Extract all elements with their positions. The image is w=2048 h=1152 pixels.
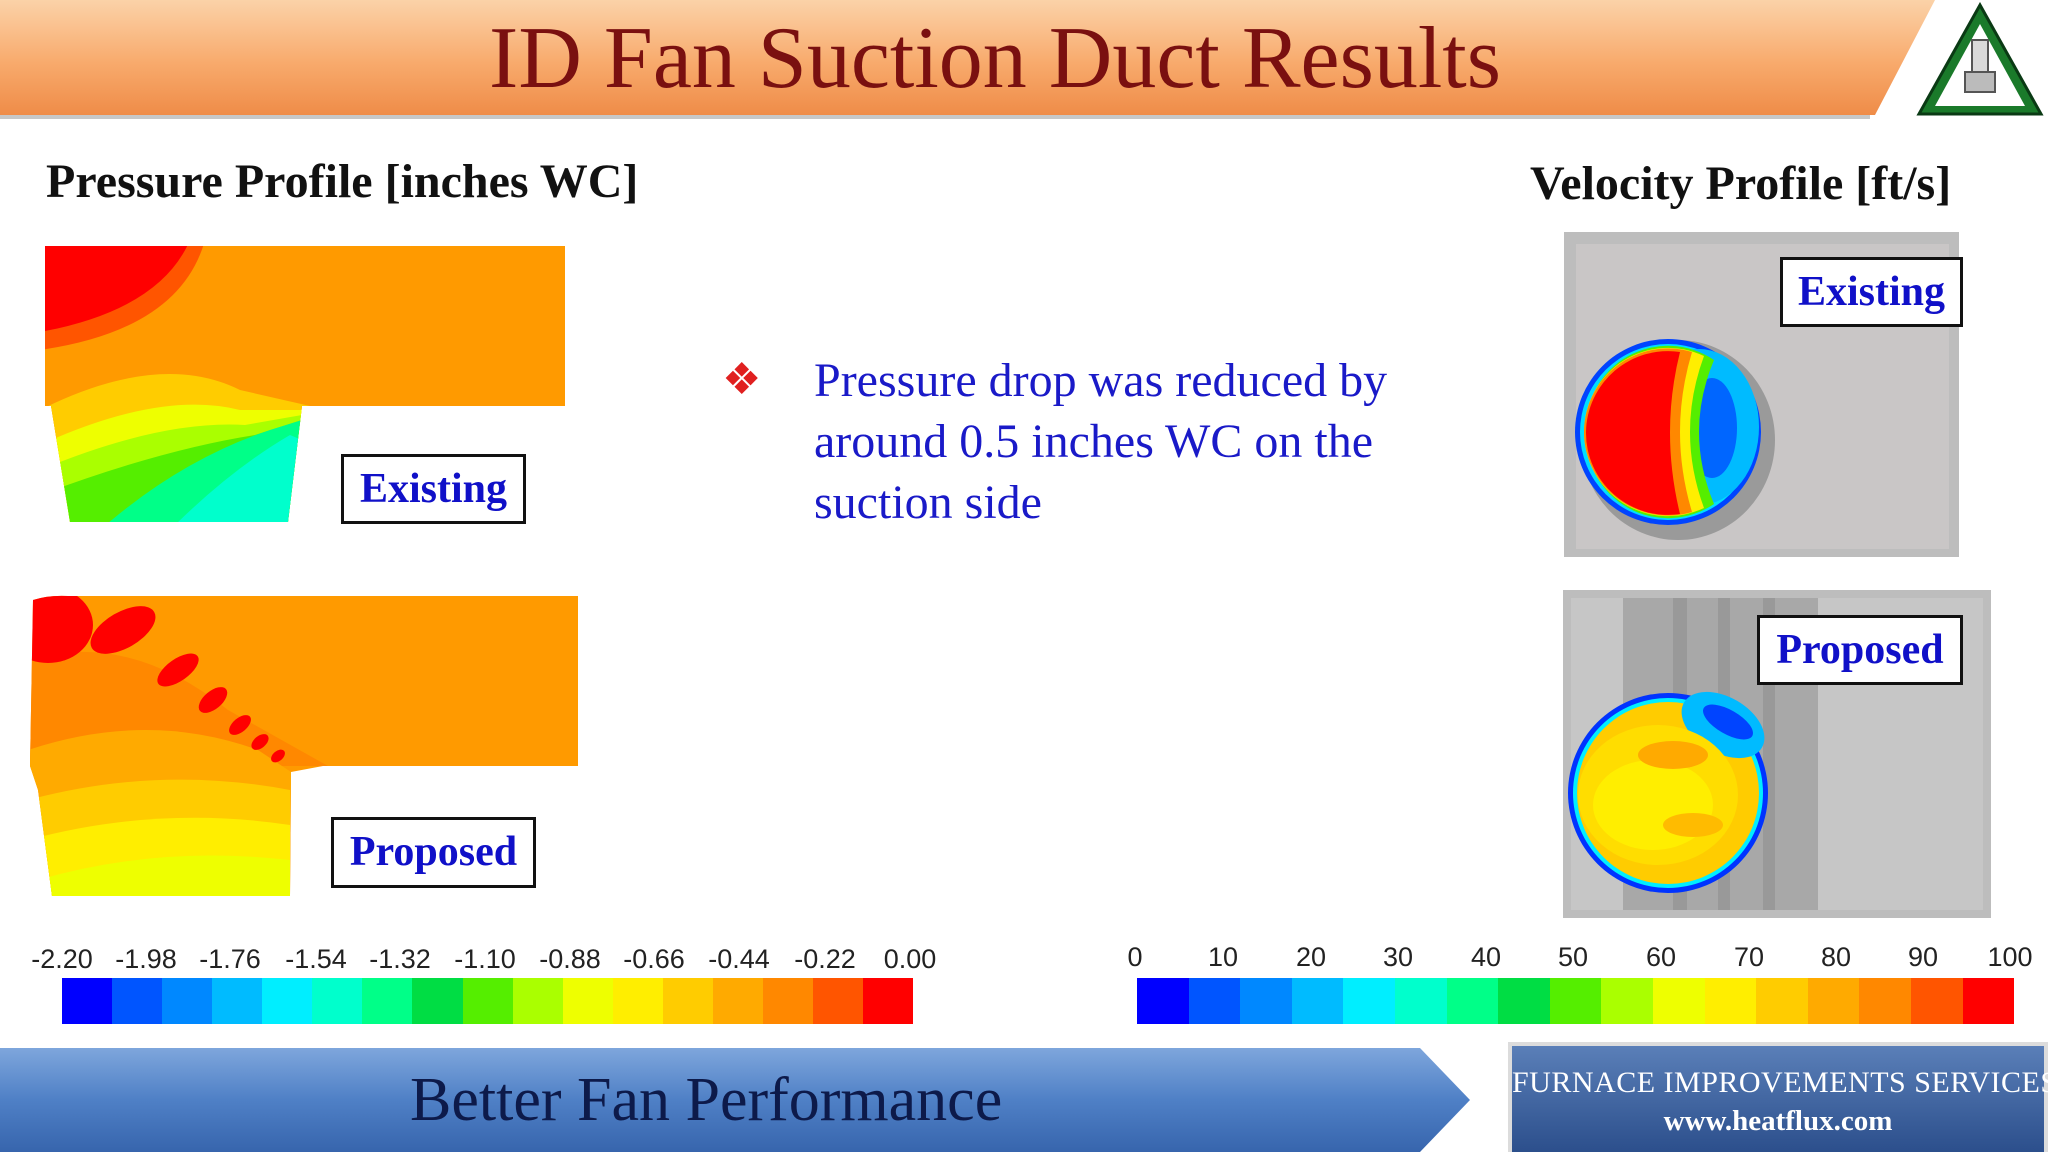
company-logo-icon <box>1916 2 2044 116</box>
pressure-profile-heading: Pressure Profile [inches WC] <box>46 155 639 208</box>
colorbar-swatch <box>1859 978 1911 1024</box>
colorbar-swatch <box>762 978 813 1024</box>
velocity-profile-heading: Velocity Profile [ft/s] <box>1530 157 1952 210</box>
colorbar-swatch <box>462 978 513 1024</box>
velocity-tick: 20 <box>1295 942 1327 972</box>
pressure-tick: -1.54 <box>285 944 347 974</box>
colorbar-swatch <box>162 978 213 1024</box>
colorbar-swatch <box>712 978 763 1024</box>
pressure-contour-existing <box>45 246 565 522</box>
pressure-tick: 0.00 <box>883 944 937 974</box>
colorbar-swatch <box>662 978 713 1024</box>
velocity-scale-ticks: 0 10 20 30 40 50 60 70 80 90 100 <box>0 942 2048 976</box>
colorbar-swatch <box>1498 978 1550 1024</box>
velocity-tick: 90 <box>1907 942 1939 972</box>
company-website[interactable]: www.heatflux.com <box>1663 1105 1893 1137</box>
pressure-tick: -2.20 <box>31 944 93 974</box>
pressure-tick: -1.76 <box>199 944 261 974</box>
page-title: ID Fan Suction Duct Results <box>489 10 1501 107</box>
colorbar-swatch <box>863 978 914 1024</box>
colorbar-swatch <box>612 978 663 1024</box>
colorbar-swatch <box>312 978 363 1024</box>
velocity-existing-label: Existing <box>1780 257 1963 327</box>
colorbar-swatch <box>212 978 263 1024</box>
pressure-colorbar <box>62 978 914 1024</box>
velocity-tick: 30 <box>1382 942 1414 972</box>
colorbar-swatch <box>1601 978 1653 1024</box>
footer-tagline: Better Fan Performance <box>410 1066 1003 1134</box>
company-name: FURNACE IMPROVEMENTS SERVICES <box>1512 1066 2048 1099</box>
velocity-proposed-label: Proposed <box>1757 615 1963 685</box>
pressure-tick: -1.10 <box>454 944 516 974</box>
colorbar-swatch <box>1137 978 1189 1024</box>
velocity-tick: 100 <box>1987 942 2033 972</box>
pressure-tick: -0.66 <box>623 944 685 974</box>
pressure-tick: -0.88 <box>539 944 601 974</box>
colorbar-swatch <box>262 978 313 1024</box>
colorbar-swatch <box>1549 978 1602 1024</box>
velocity-tick: 40 <box>1470 942 1502 972</box>
pressure-tick: -0.22 <box>794 944 856 974</box>
colorbar-swatch <box>1240 978 1292 1024</box>
velocity-tick: 50 <box>1557 942 1589 972</box>
colorbar-swatch <box>362 978 413 1024</box>
velocity-tick: 10 <box>1207 942 1239 972</box>
colorbar-swatch <box>1291 978 1344 1024</box>
pressure-tick: -0.44 <box>708 944 770 974</box>
colorbar-swatch <box>512 978 563 1024</box>
colorbar-swatch <box>1343 978 1395 1024</box>
colorbar-swatch <box>1910 978 1963 1024</box>
pressure-tick: -1.98 <box>115 944 177 974</box>
colorbar-swatch <box>1962 978 2015 1024</box>
velocity-tick: 80 <box>1820 942 1852 972</box>
title-banner <box>0 0 1935 119</box>
colorbar-swatch <box>1394 978 1447 1024</box>
colorbar-swatch <box>412 978 463 1024</box>
pressure-scale-ticks: -2.20 -1.98 -1.76 -1.54 -1.32 -1.10 -0.8… <box>0 944 1000 978</box>
colorbar-swatch <box>1188 978 1241 1024</box>
footer-banner <box>0 1042 2048 1152</box>
colorbar-swatch <box>1446 978 1499 1024</box>
diamond-bullet-icon: ❖ <box>722 355 762 404</box>
colorbar-swatch <box>1807 978 1860 1024</box>
velocity-tick: 60 <box>1645 942 1677 972</box>
bullet-text: Pressure drop was reduced by around 0.5 … <box>814 354 1388 529</box>
pressure-proposed-label: Proposed <box>331 817 536 888</box>
colorbar-swatch <box>62 978 113 1024</box>
velocity-colorbar <box>1137 978 2015 1024</box>
colorbar-swatch <box>112 978 163 1024</box>
pressure-tick: -1.32 <box>369 944 431 974</box>
colorbar-swatch <box>1652 978 1705 1024</box>
velocity-tick: 70 <box>1733 942 1765 972</box>
colorbar-swatch <box>562 978 613 1024</box>
colorbar-swatch <box>812 978 863 1024</box>
colorbar-swatch <box>1704 978 1757 1024</box>
colorbar-swatch <box>1756 978 1808 1024</box>
velocity-tick: 0 <box>1127 942 1143 972</box>
pressure-existing-label: Existing <box>341 454 526 524</box>
